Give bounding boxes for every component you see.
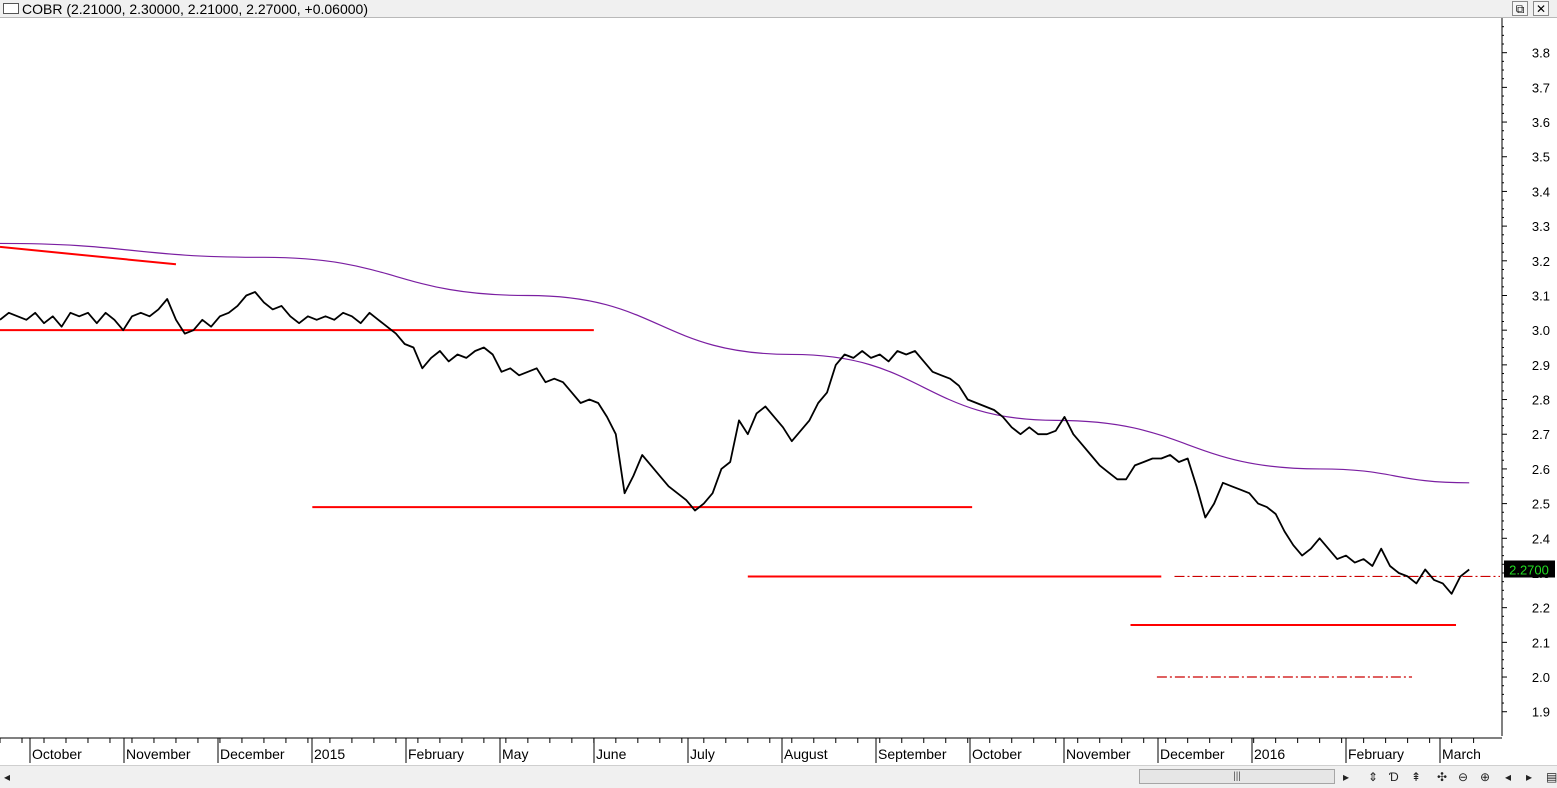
price-tick-label: 2.7 [1532,427,1550,442]
price-tick-label: 3.1 [1532,288,1550,303]
moving-average-line [0,242,1470,484]
time-tick-label: February [408,746,464,762]
price-tick-label: 2.0 [1532,670,1550,685]
price-line [0,291,1470,595]
time-tick-label: November [1066,746,1131,762]
price-tick-label: 1.9 [1532,705,1550,720]
time-tick-label: February [1348,746,1404,762]
time-tick-label: October [32,746,82,762]
zoom-out-icon[interactable]: ⊖ [1458,770,1469,784]
time-tick-label: October [972,746,1022,762]
window-title: COBR (2.21000, 2.30000, 2.21000, 2.27000… [22,1,368,17]
price-tick-label: 2.5 [1532,497,1550,512]
trend-lines-layer [0,245,1500,678]
window-titlebar: COBR (2.21000, 2.30000, 2.21000, 2.27000… [0,0,1557,18]
price-tick-label: 3.3 [1532,219,1550,234]
last-price-label: 2.2700 [1509,563,1549,578]
time-tick-label: 2015 [314,746,345,762]
time-tick-label: June [596,746,627,762]
price-axis[interactable]: 3.8 3.7 3.6 3.5 3.4 3.3 3.2 3.1 3.0 2.9 2.8 2.7 2.6 2… [1501,18,1555,736]
time-tick-label: July [690,746,715,762]
restore-button[interactable]: ⧉ [1512,1,1528,16]
scroll-left-arrow[interactable]: ◂ [4,770,11,784]
next-arrow-icon[interactable]: ▸ [1526,770,1533,784]
price-tick-label: 2.2 [1532,601,1550,616]
last-price-badge [1504,560,1555,578]
end-icon[interactable]: ▤ [1546,770,1557,784]
time-tick-label: December [1160,746,1225,762]
trend-line-0[interactable] [0,245,177,266]
window-icon [3,3,19,14]
jump-icon[interactable]: ⇞ [1411,770,1422,784]
price-tick-label: 3.7 [1532,80,1550,95]
time-tick-label: 2016 [1254,746,1285,762]
price-tick-label: 2.8 [1532,393,1550,408]
moving-average-layer [0,242,1470,484]
price-tick-label: 3.6 [1532,115,1550,130]
time-tick-label: May [502,746,528,762]
time-tick-label: August [784,746,828,762]
price-tick-label: 3.2 [1532,254,1550,269]
display-mode-icon[interactable]: Ɗ [1389,770,1399,784]
zoom-in-icon[interactable]: ⊕ [1480,770,1491,784]
previous-arrow-icon[interactable]: ◂ [1505,770,1512,784]
price-tick-label: 2.1 [1532,635,1550,650]
time-tick-label: November [126,746,191,762]
price-tick-label: 3.8 [1532,46,1550,61]
time-tick-label: September [878,746,947,762]
chart-statusbar: ◂ ||| ▸ ⇕ Ɗ ⇞ ✣ ⊖ ⊕ ◂ ▸ ▤ [0,765,1557,788]
close-button[interactable]: ✕ [1533,1,1549,16]
price-tick-label: 3.5 [1532,150,1550,165]
price-layer [0,291,1470,595]
price-tick-label: 2.6 [1532,462,1550,477]
scroll-thumb[interactable]: ||| [1139,769,1335,784]
scale-toggle-icon[interactable]: ⇕ [1368,770,1379,784]
time-axis[interactable]: October November December 2015 February May Ju… [0,737,1502,763]
price-tick-label: 3.4 [1532,184,1550,199]
chart-background [0,18,1557,765]
time-tick-label: December [220,746,285,762]
price-tick-label: 3.0 [1532,323,1550,338]
time-tick-label: March [1442,746,1481,762]
price-tick-label: 2.9 [1532,358,1550,373]
scroll-right-arrow[interactable]: ▸ [1343,770,1350,784]
pan-icon[interactable]: ✣ [1437,770,1448,784]
price-tick-label: 2.4 [1532,531,1550,546]
price-chart[interactable]: 3.8 3.7 3.6 3.5 3.4 3.3 3.2 3.1 3.0 2.9 2.8 2.7 2.6 2… [0,18,1557,765]
